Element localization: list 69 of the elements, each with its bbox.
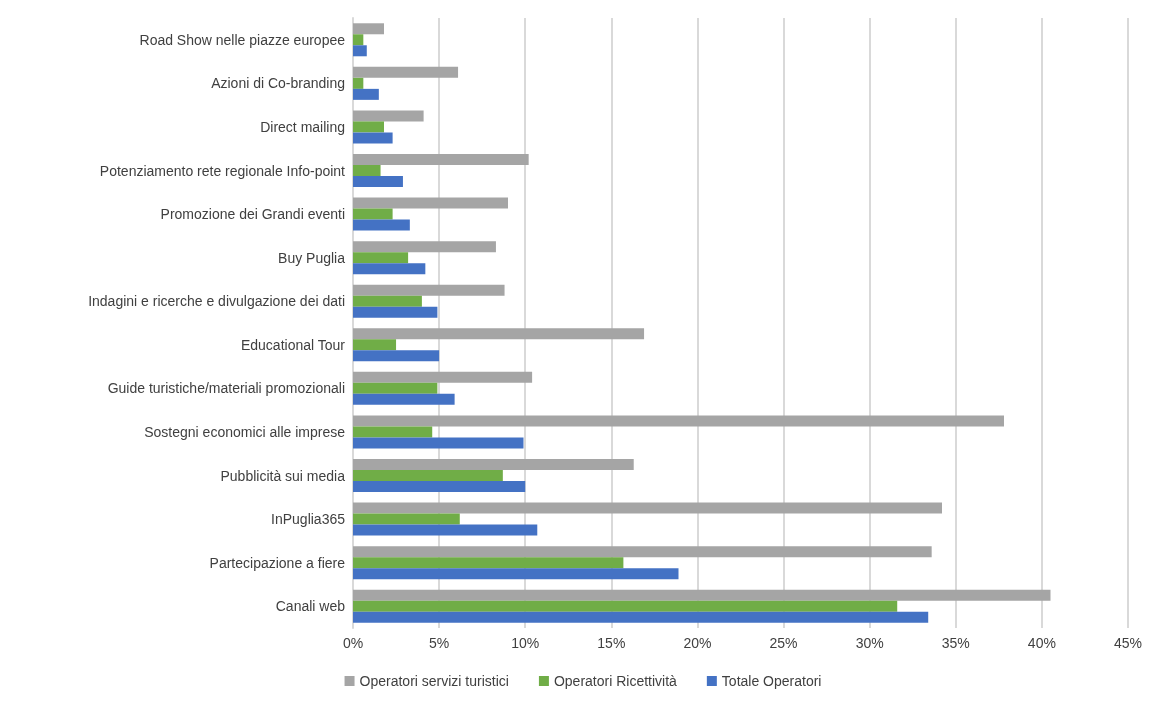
x-tick-label: 20% [683, 635, 712, 651]
y-tick-label: Azioni di Co-branding [211, 75, 345, 92]
bar [353, 66, 459, 78]
bar [353, 502, 942, 514]
bar [353, 524, 538, 536]
legend-label: Operatori Ricettività [553, 673, 678, 689]
bar [353, 328, 645, 340]
bar [353, 154, 529, 165]
x-tick-label: 45% [1113, 635, 1143, 651]
bar [353, 34, 364, 46]
y-tick-label: Educational Tour [240, 336, 346, 353]
y-tick-label: InPuglia365 [271, 511, 346, 528]
bar [353, 219, 410, 231]
x-tick-label: 0% [342, 635, 364, 651]
bar [353, 568, 679, 580]
bar [353, 88, 379, 100]
bar [353, 295, 422, 307]
y-tick-label: Direct mailing [260, 118, 345, 135]
y-tick-label: Pubblicità sui media [220, 467, 346, 484]
bar [353, 252, 409, 264]
y-tick-label: Sostegni economici alle imprese [144, 423, 346, 440]
y-tick-label: Guide turistiche/materiali promozionali [107, 380, 345, 397]
bar [353, 393, 455, 405]
bar [353, 45, 367, 57]
x-tick-label: 10% [511, 635, 540, 651]
legend-label: Operatori servizi turistici [359, 673, 509, 689]
y-tick-label: Potenziamento rete regionale Info-point [99, 162, 346, 179]
bar [353, 132, 393, 144]
legend-label: Totale Operatori [721, 673, 822, 689]
y-tick-label: Road Show nelle piazze europee [139, 31, 346, 48]
x-tick-label: 30% [855, 635, 884, 651]
x-tick-label: 15% [597, 635, 626, 651]
y-tick-label: Buy Puglia [278, 249, 346, 266]
bar [353, 611, 929, 623]
y-tick-label: Canali web [275, 598, 346, 615]
bar [353, 557, 624, 569]
y-tick-label: Partecipazione a fiere [209, 554, 346, 571]
bar [353, 350, 440, 362]
bar [353, 306, 438, 318]
bar [353, 263, 426, 275]
bar [353, 459, 634, 470]
bar [353, 284, 505, 296]
x-tick-label: 35% [941, 635, 970, 651]
bar [353, 382, 438, 394]
bar [353, 546, 932, 558]
bar [353, 426, 433, 438]
bar [353, 415, 1004, 427]
bar [353, 600, 898, 612]
bar [353, 110, 424, 122]
x-tick-label: 5% [428, 635, 450, 651]
bar [353, 23, 384, 35]
bar [353, 176, 403, 187]
bar [353, 121, 384, 133]
x-tick-label: 40% [1027, 635, 1056, 651]
y-tick-label: Indagini e ricerche e divulgazione dei dati [88, 293, 345, 310]
bar [353, 481, 526, 492]
bar [353, 589, 1051, 601]
x-tick-label: 25% [769, 635, 798, 651]
bar [353, 339, 397, 351]
bar [353, 208, 393, 220]
bar [353, 513, 460, 525]
y-tick-label: Promozione dei Grandi eventi [160, 206, 345, 223]
bar [353, 437, 524, 449]
bar [353, 165, 381, 176]
bar [353, 241, 496, 253]
bar [353, 197, 508, 209]
bar [353, 470, 503, 481]
bar [353, 371, 533, 383]
bar [353, 77, 364, 89]
